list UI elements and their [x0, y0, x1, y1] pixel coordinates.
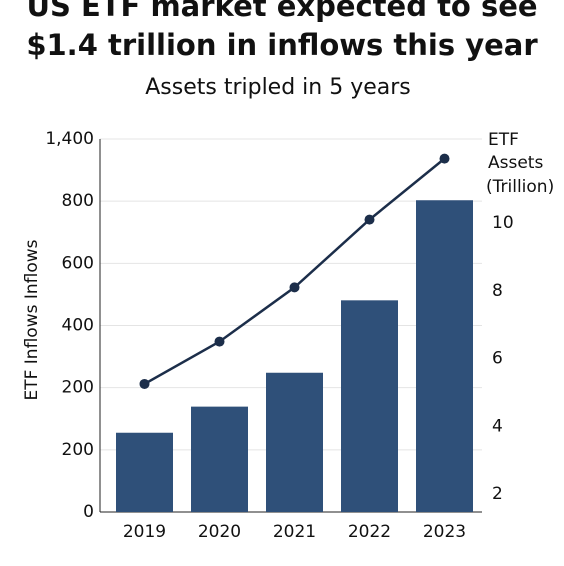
y2-axis-title: ETF [488, 130, 519, 150]
y-tick-label: 800 [62, 191, 94, 211]
bar [191, 406, 248, 512]
x-tick-label: 2019 [123, 522, 166, 542]
x-tick-label: 2020 [198, 522, 241, 542]
chart-title: $1.4 trillion in inflows this year [26, 28, 538, 62]
y2-tick-label: 2 [492, 484, 503, 504]
x-tick-label: 2021 [273, 522, 316, 542]
bar [341, 300, 398, 512]
line [143, 157, 446, 386]
y-tick-label: 1,400 [45, 129, 94, 149]
y-tick-label: 400 [62, 316, 94, 336]
y-tick-label: 200 [62, 378, 94, 398]
y2-tick-label: 8 [492, 281, 503, 301]
y2-tick-label: 6 [492, 349, 503, 369]
chart-title: US ETF market expected to see [26, 0, 537, 23]
y-tick-label: 600 [62, 253, 94, 273]
y2-axis-title: Assets [488, 153, 543, 173]
bar [116, 432, 173, 512]
point [289, 282, 300, 293]
point [139, 378, 150, 389]
x-tick-label: 2023 [423, 522, 466, 542]
y-axis-title: ETF Inflows Inflows [22, 239, 42, 400]
y2-axis-title: (Trillion) [486, 177, 554, 197]
chart-subtitle: Assets tripled in 5 years [145, 75, 411, 100]
y2-tick-label: 4 [492, 416, 503, 436]
x-tick-label: 2022 [348, 522, 391, 542]
bar [266, 372, 323, 512]
y-tick-label: 200 [62, 440, 94, 460]
point [364, 214, 375, 225]
y-tick-label: 0 [83, 502, 94, 522]
y2-tick-label: 10 [492, 213, 514, 233]
point [214, 336, 225, 347]
bar [416, 200, 473, 512]
point [439, 153, 450, 164]
